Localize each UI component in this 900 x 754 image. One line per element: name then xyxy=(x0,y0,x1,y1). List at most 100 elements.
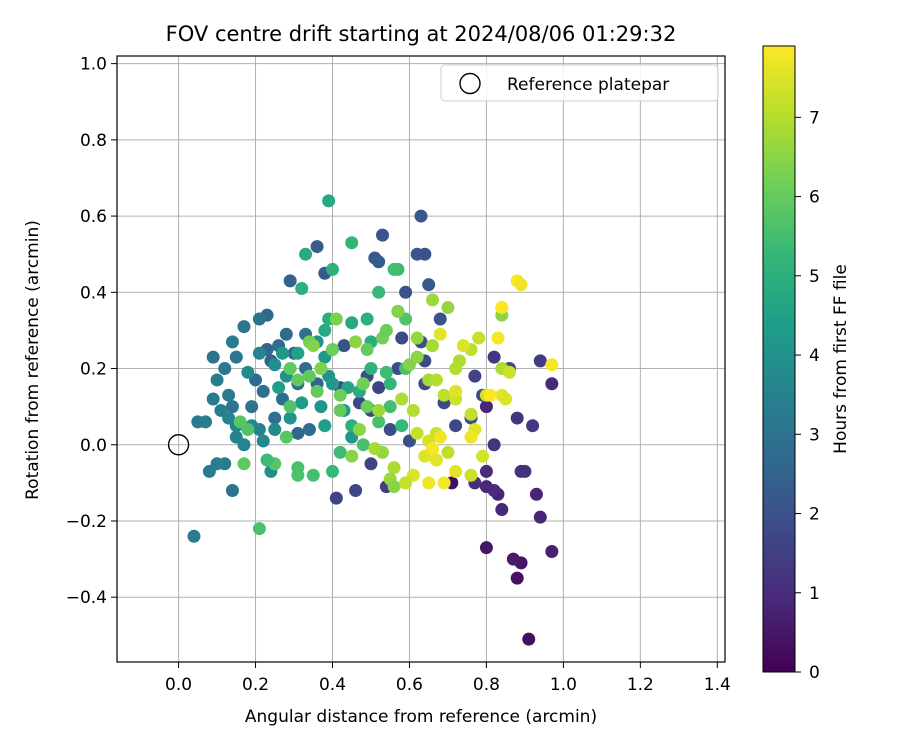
data-point xyxy=(499,392,513,406)
data-point xyxy=(187,529,201,543)
data-point xyxy=(433,312,447,326)
legend-entry-reference: Reference platepar xyxy=(507,75,669,95)
y-tick-label: 0.0 xyxy=(80,436,107,456)
data-point xyxy=(206,392,220,406)
data-point xyxy=(545,358,559,372)
colorbar-ticks: 0 1 2 3 4 5 6 7 xyxy=(795,108,820,683)
data-point xyxy=(283,274,297,288)
data-point xyxy=(268,358,282,372)
y-tick-label: −0.2 xyxy=(66,512,107,532)
data-point xyxy=(333,445,347,459)
data-point xyxy=(295,396,309,410)
data-point xyxy=(314,400,328,414)
data-point xyxy=(256,434,270,448)
data-point xyxy=(310,240,324,254)
data-point xyxy=(345,236,359,250)
data-point xyxy=(268,411,282,425)
data-point xyxy=(533,510,547,524)
data-point xyxy=(291,346,305,360)
data-point xyxy=(387,461,401,475)
x-tick-label: 1.4 xyxy=(704,675,731,695)
data-point xyxy=(283,411,297,425)
colorbar-tick-label: 7 xyxy=(809,108,820,128)
data-point xyxy=(429,373,443,387)
data-point xyxy=(376,228,390,242)
data-point xyxy=(495,301,509,315)
y-axis-label: Rotation from reference (arcmin) xyxy=(23,220,43,500)
plot-frame xyxy=(116,55,726,663)
data-point xyxy=(283,400,297,414)
data-point xyxy=(545,544,559,558)
data-point xyxy=(345,316,359,330)
data-point xyxy=(372,381,386,395)
data-point xyxy=(441,445,455,459)
data-point xyxy=(491,331,505,345)
data-point xyxy=(252,312,266,326)
data-point xyxy=(349,483,363,497)
data-point xyxy=(272,381,286,395)
data-point xyxy=(468,369,482,383)
data-point xyxy=(464,430,478,444)
reference-platepar-marker xyxy=(167,434,190,456)
data-point xyxy=(406,403,420,417)
data-point xyxy=(322,194,336,208)
legend-box xyxy=(440,64,719,102)
y-tick-label: 1.0 xyxy=(80,55,107,75)
data-point xyxy=(391,304,405,318)
data-point xyxy=(260,453,274,467)
data-point xyxy=(368,442,382,456)
data-point xyxy=(433,430,447,444)
data-point xyxy=(299,247,313,261)
data-point xyxy=(449,419,463,433)
data-point xyxy=(410,350,424,364)
legend-reference-marker xyxy=(459,72,481,95)
data-point xyxy=(387,480,401,494)
data-point xyxy=(241,365,255,379)
x-tick-label: 1.0 xyxy=(550,675,577,695)
data-point xyxy=(356,438,370,452)
data-point xyxy=(429,453,443,467)
data-point xyxy=(191,415,205,429)
data-point xyxy=(218,362,232,376)
data-point xyxy=(325,377,339,391)
colorbar-tick-label: 0 xyxy=(809,663,820,683)
data-point xyxy=(422,476,436,490)
data-point xyxy=(372,285,386,299)
data-point xyxy=(395,331,409,345)
data-point xyxy=(479,400,493,414)
data-point xyxy=(302,423,316,437)
data-point xyxy=(449,464,463,478)
data-point xyxy=(456,339,470,353)
data-point xyxy=(464,407,478,421)
colorbar-tick-label: 5 xyxy=(809,267,820,287)
data-point xyxy=(422,278,436,292)
data-point xyxy=(383,400,397,414)
y-tick-label: 0.2 xyxy=(80,360,107,380)
data-point xyxy=(514,278,528,292)
colorbar-tick-label: 4 xyxy=(809,346,820,366)
data-point xyxy=(360,342,374,356)
data-point xyxy=(295,281,309,295)
y-tick-label: 0.4 xyxy=(80,283,107,303)
data-point xyxy=(333,388,347,402)
data-point xyxy=(237,457,251,471)
data-point xyxy=(506,552,520,566)
data-point xyxy=(410,331,424,345)
reference-marker-layer xyxy=(167,434,190,456)
data-point xyxy=(360,312,374,326)
data-point xyxy=(325,342,339,356)
data-point xyxy=(225,483,239,497)
data-point xyxy=(426,293,440,307)
data-point xyxy=(522,632,536,646)
data-point xyxy=(325,262,339,276)
colorbar-tick-label: 2 xyxy=(809,505,820,525)
data-point xyxy=(337,339,351,353)
data-point xyxy=(349,335,363,349)
data-point xyxy=(472,331,486,345)
x-tick-label: 0.6 xyxy=(396,675,423,695)
data-point xyxy=(329,491,343,505)
colorbar-tick-label: 6 xyxy=(809,188,820,208)
legend: Reference platepar xyxy=(440,64,719,102)
data-point xyxy=(476,449,490,463)
data-point xyxy=(306,339,320,353)
